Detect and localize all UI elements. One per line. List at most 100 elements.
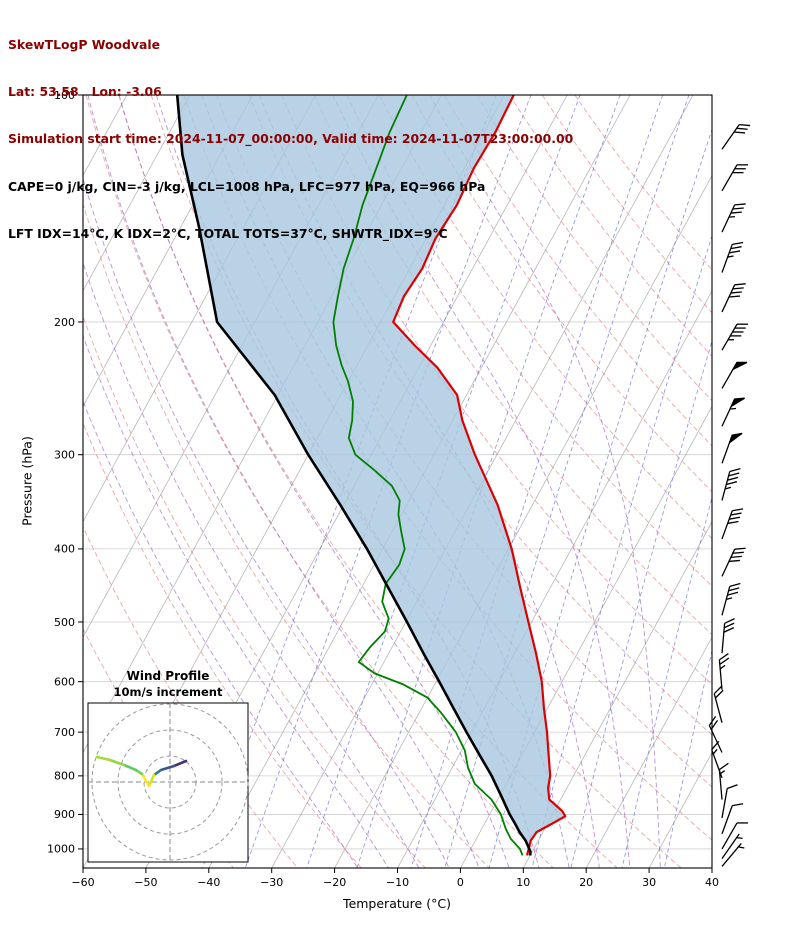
wind-barb-half: [719, 664, 726, 670]
wind-barb-half: [728, 215, 736, 218]
hodograph-trace-segment: [95, 755, 112, 762]
wind-barb-half: [736, 837, 743, 839]
wind-barb-full: [708, 715, 717, 726]
temperature-tick-label: −40: [197, 876, 220, 889]
wind-barb-full: [732, 508, 744, 512]
wind-barb-staff: [721, 843, 742, 867]
wind-barb-full: [726, 784, 738, 790]
wind-barb-full: [730, 211, 742, 214]
wind-barb-full: [730, 512, 742, 516]
wind-barb-staff: [721, 284, 736, 313]
wind-barb-full: [728, 559, 740, 563]
hodograph-trace-segment: [147, 773, 156, 788]
header-times: Simulation start time: 2024-11-07_00:00:…: [8, 131, 574, 147]
wind-barb-full: [729, 468, 741, 473]
temperature-tick-label: −20: [323, 876, 346, 889]
pressure-tick-label: 300: [54, 449, 75, 462]
wind-barb-half: [726, 597, 733, 601]
wind-barb-full: [719, 762, 729, 771]
wind-barb-full: [732, 241, 744, 246]
wind-barb-full: [714, 689, 724, 699]
pressure-tick-label: 800: [54, 770, 75, 783]
wind-barb-full: [727, 520, 739, 525]
wind-barb-full: [713, 685, 723, 695]
wind-barb-full: [726, 481, 738, 486]
wind-barb-full: [727, 476, 739, 481]
wind-barb-staff: [708, 725, 723, 753]
temperature-tick-label: −10: [386, 876, 409, 889]
wind-barb-full: [732, 803, 744, 807]
wind-barb-full: [734, 547, 746, 550]
wind-barb-full: [739, 123, 751, 127]
wind-barb-full: [728, 472, 740, 477]
pressure-tick-label: 1000: [47, 843, 75, 856]
wind-barb-full: [736, 127, 748, 130]
hodograph-trace-segment: [152, 768, 163, 777]
wind-barb-full: [732, 207, 744, 210]
wind-barb-flag: [729, 397, 745, 408]
x-axis-label: Temperature (°C): [343, 896, 451, 911]
temperature-tick-label: 30: [642, 876, 656, 889]
wind-barb-staff: [721, 244, 733, 273]
wind-barb-half: [724, 486, 732, 490]
wind-barb-full: [710, 720, 719, 730]
wind-barb-full: [719, 653, 729, 661]
wind-barbs-layer: [708, 123, 751, 867]
wind-barb-staff: [721, 833, 740, 859]
wind-barb-staff: [718, 659, 723, 690]
header-title: SkewTLogP Woodvale: [8, 36, 161, 52]
y-axis-label: Pressure (hPa): [19, 436, 35, 526]
pressure-tick-label: 900: [54, 808, 75, 821]
parcel-line: [175, 95, 532, 856]
wind-barb-staff: [721, 323, 738, 351]
chart-header: SkewTLogP Woodvale Lat: 53.58 Lon: -3.06…: [8, 5, 573, 274]
wind-barb-full: [728, 295, 740, 298]
wind-barb-flag: [728, 432, 743, 445]
wind-barb-half: [712, 748, 718, 755]
wind-barb-flag: [731, 361, 748, 371]
hodograph-inset: [87, 702, 249, 863]
wind-barb-full: [729, 516, 741, 520]
pressure-tick-label: 500: [54, 616, 75, 629]
wind-barb-staff: [721, 548, 736, 577]
wind-barb-staff: [713, 693, 723, 723]
pressure-tick-label: 200: [54, 316, 75, 329]
header-location: Lat: 53.58 Lon: -3.06: [8, 83, 162, 99]
wind-barb-staff: [721, 124, 740, 150]
hodograph-ring: [143, 755, 197, 809]
pressure-tick-label: 100: [54, 89, 75, 102]
hodograph-ring: [117, 729, 223, 835]
wind-barb-full: [729, 582, 741, 588]
temperature-tick-label: 0: [457, 876, 464, 889]
wind-barb-staff: [721, 805, 733, 835]
wind-barb-full: [733, 131, 746, 134]
wind-barb-staff: [721, 623, 726, 654]
wind-barb-staff: [721, 510, 733, 540]
hodograph-subtitle: 10m/s increment: [113, 685, 223, 699]
wind-barb-full: [730, 291, 742, 294]
wind-barb-staff: [721, 788, 728, 819]
temperature-tick-label: 20: [579, 876, 593, 889]
wind-barb-staff: [721, 204, 736, 233]
wind-barb-full: [732, 287, 744, 290]
temperature-tick-label: −30: [260, 876, 283, 889]
wind-barb-full: [723, 627, 735, 633]
temperature-tick-label: −60: [71, 876, 94, 889]
wind-barb-full: [732, 551, 744, 554]
wind-barb-full: [728, 587, 740, 592]
pressure-tick-label: 600: [54, 675, 75, 688]
wind-barb-half: [719, 770, 726, 775]
wind-barb-full: [734, 203, 746, 206]
temperature-tick-label: 10: [516, 876, 530, 889]
wind-barb-staff: [721, 471, 731, 501]
hodograph-trace-segment: [122, 763, 138, 772]
wind-barb-full: [729, 250, 741, 254]
wind-barb-staff: [718, 769, 723, 800]
wind-barb-full: [727, 591, 739, 596]
hodograph-title: Wind Profile: [126, 669, 210, 683]
dewpoint-line: [332, 95, 524, 856]
hodograph-trace-segment: [172, 759, 188, 768]
header-indices-2: LFT IDX=14°C, K IDX=2°C, TOTAL TOTS=37°C…: [8, 226, 448, 242]
temperature-tick-label: 40: [705, 876, 719, 889]
